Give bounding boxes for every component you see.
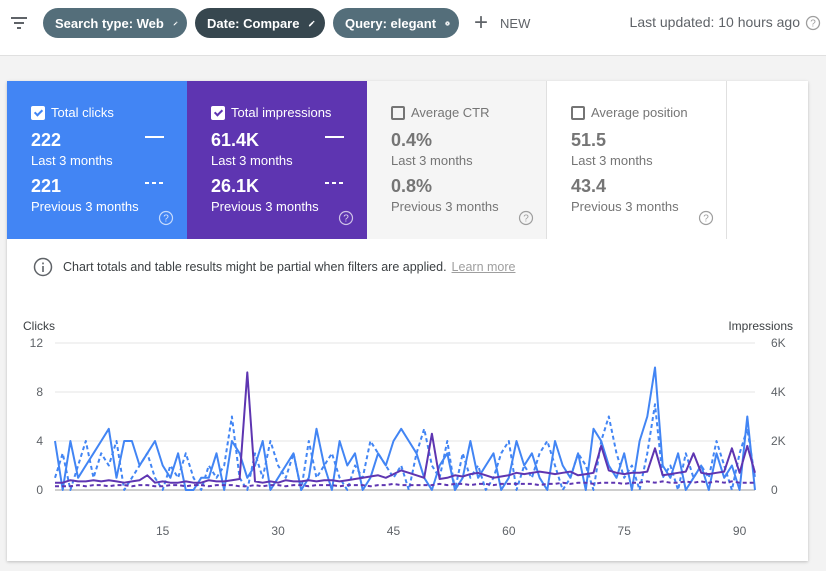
plus-icon: + — [474, 9, 489, 36]
last-updated-text: Last updated: 10 hours ago — [629, 14, 800, 30]
metric-period: Last 3 months — [391, 153, 473, 168]
y-tick-label-left: 4 — [36, 434, 43, 448]
svg-text:?: ? — [343, 214, 349, 225]
metric-compare-value: 221 — [31, 176, 62, 196]
filter-icon[interactable] — [8, 12, 30, 34]
metric-tiles: Total clicks 222 Last 3 months 221 Previ… — [7, 81, 727, 239]
help-icon[interactable]: ? — [158, 210, 174, 226]
metric-label: Average CTR — [411, 105, 490, 120]
y-tick-label-left: 8 — [36, 385, 43, 399]
x-tick-label: 90 — [733, 524, 747, 538]
metric-tile-average-position[interactable]: Average position 51.5 Last 3 months 43.4… — [547, 81, 727, 239]
metric-tile-total-clicks[interactable]: Total clicks 222 Last 3 months 221 Previ… — [7, 81, 187, 239]
y-axis-label-right: Impressions — [728, 319, 793, 333]
x-tick-label: 60 — [502, 524, 516, 538]
checkbox-checked-icon[interactable] — [31, 105, 45, 120]
help-icon[interactable]: ? — [518, 210, 534, 226]
metric-compare-period: Previous 3 months — [31, 199, 139, 214]
learn-more-link[interactable]: Learn more — [451, 260, 516, 274]
metric-value: 51.5 — [571, 130, 607, 150]
series-line-0 — [54, 366, 756, 491]
y-tick-label-right: 0 — [771, 483, 778, 497]
metric-compare-value: 0.8% — [391, 176, 433, 196]
metric-period: Last 3 months — [31, 153, 113, 168]
metric-compare-period: Previous 3 months — [211, 199, 319, 214]
notice-text: Chart totals and table results might be … — [63, 260, 447, 274]
svg-text:?: ? — [523, 214, 529, 225]
metric-compare-value: 26.1K — [211, 176, 260, 196]
metric-value: 0.4% — [391, 130, 433, 150]
filter-chip-query[interactable]: Query: elegant — [333, 8, 459, 38]
metric-period: Last 3 months — [571, 153, 653, 168]
metric-compare-period: Previous 3 months — [571, 199, 679, 214]
metric-toggle[interactable]: Total impressions — [211, 105, 331, 120]
pencil-icon[interactable] — [308, 16, 316, 31]
metric-label: Total clicks — [51, 105, 114, 120]
solid-line-legend-icon — [325, 136, 344, 138]
performance-chart: Clicks Impressions 12 6K 8 4K 4 2K 0 0 15 30 45 60 7… — [23, 319, 793, 538]
metric-value: 222 — [31, 130, 62, 150]
x-tick-label: 75 — [618, 524, 632, 538]
x-tick-label: 15 — [156, 524, 170, 538]
metric-label: Total impressions — [231, 105, 332, 120]
checkbox-unchecked-icon[interactable] — [571, 105, 585, 120]
solid-line-legend-icon — [145, 136, 164, 138]
svg-text:?: ? — [810, 19, 816, 30]
metric-tile-total-impressions[interactable]: Total impressions 61.4K Last 3 months 26… — [187, 81, 367, 239]
axis-ticks: 12 6K 8 4K 4 2K 0 0 15 30 45 60 75 90 — [30, 336, 786, 538]
metric-period: Last 3 months — [211, 153, 293, 168]
close-icon[interactable] — [445, 16, 450, 31]
help-icon[interactable]: ? — [338, 210, 354, 226]
x-tick-label: 30 — [271, 524, 285, 538]
y-tick-label-left: 12 — [30, 336, 44, 350]
metric-compare-period: Previous 3 months — [391, 199, 499, 214]
x-tick-label: 45 — [387, 524, 401, 538]
chart-series — [54, 366, 756, 491]
info-icon — [33, 257, 53, 277]
filter-chip-label: Query: elegant — [345, 15, 437, 31]
pencil-icon[interactable] — [173, 16, 178, 31]
new-filter-button[interactable]: + NEW — [474, 8, 530, 38]
y-tick-label-right: 6K — [771, 336, 786, 350]
y-tick-label-right: 2K — [771, 434, 786, 448]
dashed-line-legend-icon — [325, 182, 344, 184]
checkbox-checked-icon[interactable] — [211, 105, 225, 120]
metric-tile-average-ctr[interactable]: Average CTR 0.4% Last 3 months 0.8% Prev… — [367, 81, 547, 239]
filter-chip-label: Search type: Web — [55, 15, 164, 31]
dashed-line-legend-icon — [145, 182, 164, 184]
help-icon[interactable]: ? — [805, 15, 821, 31]
y-tick-label-left: 0 — [36, 483, 43, 497]
series-line-2 — [55, 371, 756, 484]
performance-card: Total clicks 222 Last 3 months 221 Previ… — [7, 81, 808, 561]
chart-grid — [55, 342, 755, 491]
y-axis-label-left: Clicks — [23, 319, 55, 333]
series-line-3 — [55, 480, 755, 488]
filter-chip-date[interactable]: Date: Compare — [195, 8, 325, 38]
svg-text:?: ? — [163, 214, 169, 225]
metric-toggle[interactable]: Average CTR — [391, 105, 490, 120]
metric-label: Average position — [591, 105, 688, 120]
checkbox-unchecked-icon[interactable] — [391, 105, 405, 120]
toolbar: Search type: Web Date: Compare Query: el… — [0, 0, 826, 56]
y-tick-label-right: 4K — [771, 385, 786, 399]
metric-toggle[interactable]: Total clicks — [31, 105, 114, 120]
metric-compare-value: 43.4 — [571, 176, 607, 196]
help-icon[interactable]: ? — [698, 210, 714, 226]
svg-text:?: ? — [703, 214, 709, 225]
series-line-1 — [54, 403, 756, 491]
metric-toggle[interactable]: Average position — [571, 105, 688, 120]
filter-chip-search-type[interactable]: Search type: Web — [43, 8, 187, 38]
new-filter-label: NEW — [500, 15, 531, 31]
partial-results-notice: Chart totals and table results might be … — [33, 257, 515, 277]
metric-value: 61.4K — [211, 130, 260, 150]
filter-chip-label: Date: Compare — [207, 15, 300, 31]
